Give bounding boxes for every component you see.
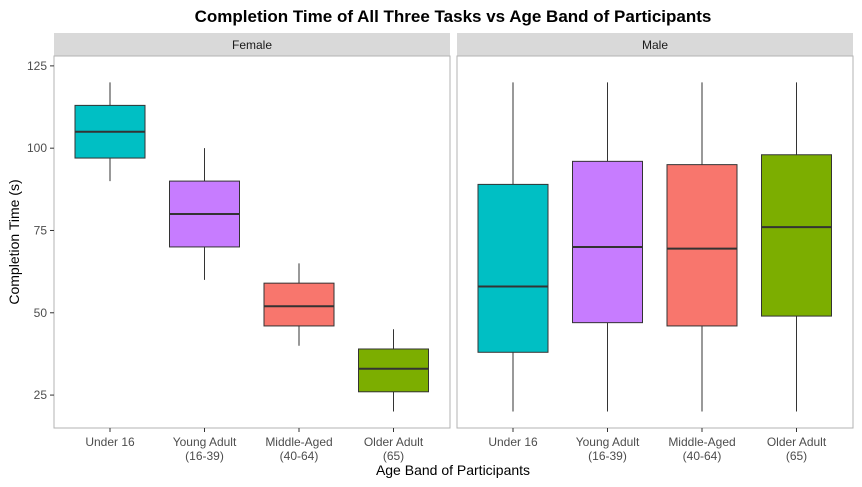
panel-female-marks <box>74 82 429 412</box>
x-tick-label-0-2: Young Adult <box>173 435 237 449</box>
x-tick-sublabel-1-3: (40-64) <box>683 449 722 463</box>
facet-label-male: Male <box>642 38 668 52</box>
box-female-3 <box>263 282 335 327</box>
y-axis: 25 50 75 100 125 <box>27 59 54 402</box>
x-tick-sublabel-1-2: (16-39) <box>588 449 627 463</box>
x-axis: Under 16 Young Adult(16-39)Middle-Aged(40… <box>85 428 827 463</box>
box-male-4 <box>761 154 832 317</box>
x-tick-label-1-1: Under 16 <box>488 435 538 449</box>
box-male-3 <box>666 164 738 327</box>
y-axis-title: Completion Time (s) <box>6 179 22 304</box>
x-tick-label-1-2: Young Adult <box>576 435 640 449</box>
x-axis-title: Age Band of Participants <box>376 462 530 478</box>
y-tick-label-100: 100 <box>27 141 47 155</box>
x-tick-sublabel-1-4: (65) <box>786 449 807 463</box>
x-tick-label-0-4: Older Adult <box>364 435 424 449</box>
x-tick-label-0-1: Under 16 <box>85 435 135 449</box>
x-tick-label-1-3: Middle-Aged <box>668 435 735 449</box>
x-tick-label-0-3: Middle-Aged <box>265 435 332 449</box>
x-tick-label-1-4: Older Adult <box>767 435 827 449</box>
y-tick-label-75: 75 <box>34 223 48 237</box>
box-male-2 <box>572 160 643 324</box>
facet-strip-female <box>54 33 450 56</box>
facet-label-female: Female <box>232 38 272 52</box>
panel-male-marks <box>477 82 832 412</box>
x-tick-sublabel-0-3: (40-64) <box>280 449 319 463</box>
box-female-4 <box>358 348 429 393</box>
box-male-1 <box>477 183 549 353</box>
y-tick-label-50: 50 <box>34 306 48 320</box>
chart-title: Completion Time of All Three Tasks vs Ag… <box>195 7 712 26</box>
y-tick-label-125: 125 <box>27 59 47 73</box>
x-tick-sublabel-0-2: (16-39) <box>185 449 224 463</box>
x-tick-sublabel-0-4: (65) <box>383 449 404 463</box>
facet-strip-male <box>457 33 853 56</box>
y-tick-label-25: 25 <box>34 388 48 402</box>
